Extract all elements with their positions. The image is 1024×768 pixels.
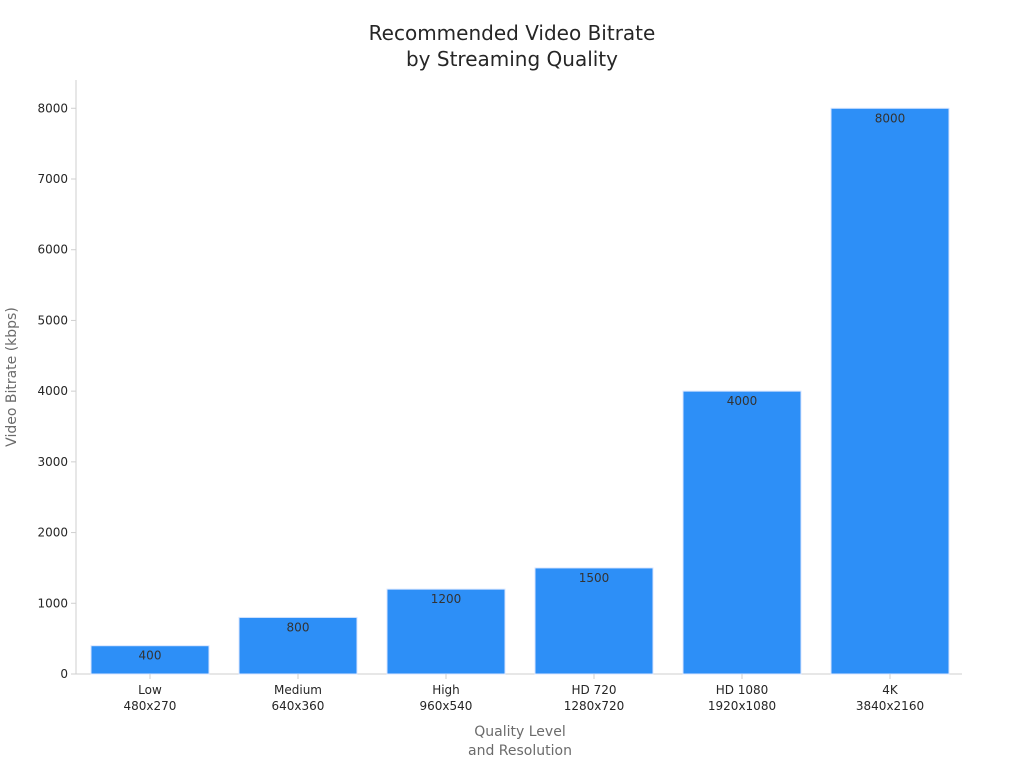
y-axis-label: Video Bitrate (kbps) [4, 307, 20, 447]
x-tick-label-1-line-2: 640x360 [272, 699, 325, 713]
x-axis-label: Quality Level and Resolution [468, 724, 572, 759]
y-tick-label: 1000 [37, 596, 68, 610]
y-tick-label: 3000 [37, 455, 68, 469]
x-tick-label-1-line-1: Medium [274, 683, 322, 697]
bars [90, 107, 950, 675]
chart-title-line-1: Recommended Video Bitrate [369, 21, 656, 45]
y-tick-label: 2000 [37, 526, 68, 540]
chart-title-line-2: by Streaming Quality [406, 47, 618, 71]
chart-title: Recommended Video Bitrate by Streaming Q… [369, 21, 656, 71]
x-tick-label-5-line-2: 3840x2160 [856, 699, 924, 713]
x-tick-label-3-line-1: HD 720 [572, 683, 617, 697]
bar-3 [534, 567, 654, 675]
x-tick-label-0-line-1: Low [138, 683, 162, 697]
axes [75, 80, 962, 675]
x-tick-label-5-line-1: 4K [882, 683, 899, 697]
x-axis-label-line-2: and Resolution [468, 743, 572, 759]
bar-value-label-5: 8000 [875, 111, 906, 125]
bar-value-label-1: 800 [287, 620, 310, 634]
x-axis-ticks: Low 480x270 Medium 640x360 High 960x540 HD 720… [124, 674, 924, 713]
bar-5 [830, 107, 950, 675]
bar-value-label-3: 1500 [579, 571, 610, 585]
y-tick-label: 6000 [37, 243, 68, 257]
y-axis-ticks: 0 1000 2000 3000 4000 5000 6000 7000 8000 [37, 101, 76, 681]
y-tick-label: 4000 [37, 384, 68, 398]
x-tick-label-4-line-2: 1920x1080 [708, 699, 776, 713]
bar-value-labels: 400 800 1200 1500 4000 8000 [139, 111, 906, 662]
plot-area: 0 1000 2000 3000 4000 5000 6000 7000 8000 400 800… [37, 80, 962, 713]
bar-1 [238, 616, 358, 675]
x-tick-label-0-line-2: 480x270 [124, 699, 177, 713]
x-tick-label-2-line-2: 960x540 [420, 699, 473, 713]
bar-value-label-2: 1200 [431, 592, 462, 606]
y-tick-label: 7000 [37, 172, 68, 186]
y-tick-label: 0 [60, 667, 68, 681]
x-axis-label-line-1: Quality Level [474, 724, 565, 740]
x-tick-label-2-line-1: High [432, 683, 460, 697]
bar-value-label-4: 4000 [727, 394, 758, 408]
x-tick-label-4-line-1: HD 1080 [716, 683, 769, 697]
y-tick-label: 5000 [37, 313, 68, 327]
x-tick-label-3-line-2: 1280x720 [564, 699, 625, 713]
bar-2 [386, 588, 506, 675]
bar-0 [90, 645, 210, 675]
bar-value-label-0: 400 [139, 649, 162, 663]
bar-4 [682, 390, 802, 675]
y-tick-label: 8000 [37, 101, 68, 115]
